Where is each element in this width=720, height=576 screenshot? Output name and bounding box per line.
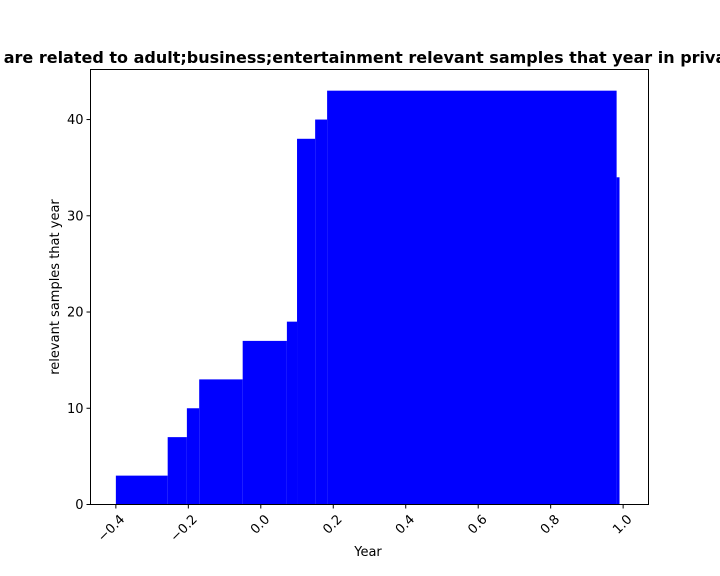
y-tick-label-1: 10 (67, 402, 84, 417)
x-tick-label-3: 0.2 (320, 512, 345, 537)
bar-9 (616, 177, 620, 505)
bar-0 (115, 475, 168, 505)
x-tick-label-5: 0.6 (465, 512, 490, 537)
y-tick-label-0: 0 (75, 498, 83, 513)
bar-1 (167, 437, 187, 505)
bar-4 (242, 340, 287, 505)
y-tick-label-3: 30 (67, 209, 84, 224)
x-tick-label-7: 1.0 (610, 512, 635, 537)
y-axis-label: relevant samples that year (48, 199, 63, 375)
y-axis: 0 10 20 30 40 (67, 113, 91, 513)
bar-5 (286, 321, 298, 505)
y-tick-label-2: 20 (67, 306, 84, 321)
plot-frame (90, 69, 649, 505)
chart-title: are related to adult;business;entertainm… (4, 48, 720, 67)
bar-8 (327, 90, 617, 505)
x-axis-label: Year (353, 545, 382, 560)
x-tick-label-2: 0.0 (248, 512, 273, 537)
x-tick-label-0: −0.4 (95, 512, 128, 545)
bar-7 (315, 119, 328, 505)
x-tick-label-6: 0.8 (538, 512, 563, 537)
x-tick-label-1: −0.2 (168, 512, 201, 545)
x-tick-label-4: 0.4 (393, 512, 418, 537)
bar-3 (199, 379, 243, 505)
bar-2 (186, 408, 200, 505)
x-axis: −0.4 −0.2 0.0 0.2 0.4 0.6 0.8 1.0 (95, 504, 635, 545)
y-tick-label-4: 40 (67, 113, 84, 128)
bars (115, 90, 620, 505)
bar-6 (297, 138, 316, 505)
